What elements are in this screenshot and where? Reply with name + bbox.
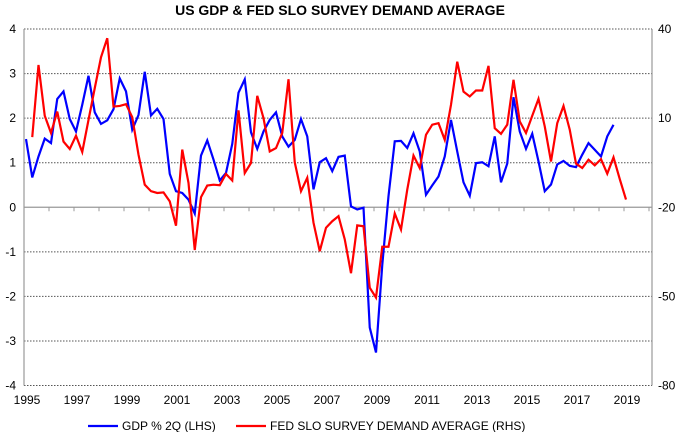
series-line-fed-slo (31, 37, 628, 301)
right-tick-label: -50 (658, 289, 676, 303)
legend-label: FED SLO SURVEY DEMAND AVERAGE (RHS) (270, 419, 525, 432)
right-tick-label: -20 (658, 200, 676, 214)
x-tick-label: 2015 (514, 393, 541, 407)
left-tick-label: -1 (5, 245, 16, 259)
legend-label: GDP % 2Q (LHS) (122, 419, 216, 432)
left-tick-label: 2 (9, 111, 16, 125)
left-tick-label: 0 (9, 200, 16, 214)
series-line-gdp (24, 71, 615, 353)
x-tick-label: 2001 (164, 393, 191, 407)
left-tick-label: 4 (9, 22, 16, 36)
x-tick-label: 1997 (64, 393, 91, 407)
left-tick-label: -3 (5, 334, 16, 348)
left-tick-label: 1 (9, 156, 16, 170)
x-tick-label: 2013 (464, 393, 491, 407)
x-tick-label: 2005 (264, 393, 291, 407)
left-tick-label: -2 (5, 289, 16, 303)
x-tick-label: 2009 (364, 393, 391, 407)
x-tick-label: 2007 (314, 393, 341, 407)
left-tick-label: -4 (5, 379, 16, 393)
x-tick-label: 2019 (614, 393, 641, 407)
right-tick-label: 10 (658, 111, 672, 125)
right-tick-label: -80 (658, 379, 676, 393)
x-tick-label: 2011 (414, 393, 440, 407)
x-tick-label: 1995 (14, 393, 41, 407)
x-tick-label: 2003 (214, 393, 241, 407)
right-tick-label: 40 (658, 22, 672, 36)
x-tick-label: 2017 (564, 393, 591, 407)
x-tick-label: 1999 (114, 393, 141, 407)
chart-title: US GDP & FED SLO SURVEY DEMAND AVERAGE (175, 2, 505, 18)
left-tick-label: 3 (9, 67, 16, 81)
